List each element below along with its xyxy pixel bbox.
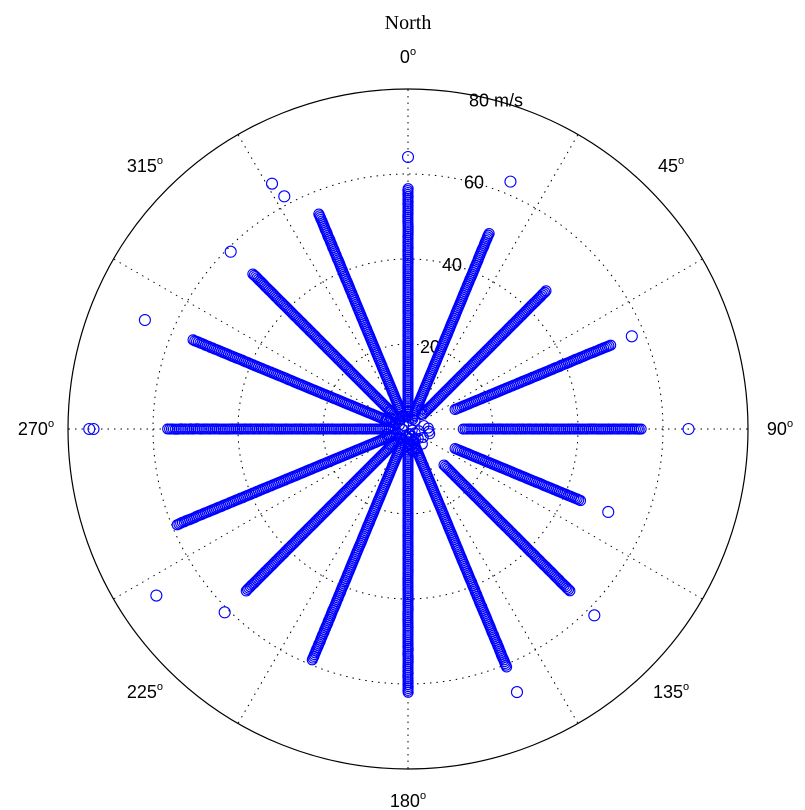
data-point [313,208,325,220]
polar-grid [67,88,749,770]
chart-title: North [385,12,432,34]
data-point [138,313,151,327]
data-point [416,403,428,415]
data-point [415,409,428,421]
data-point [241,583,254,596]
data-point [540,285,552,297]
data-point [424,428,436,440]
grid-spoke [113,428,409,600]
angle-tick-label: 225o [127,681,163,702]
data-point [83,422,96,436]
data-point [561,582,573,594]
data-point [605,339,617,351]
data-point [189,335,201,347]
angle-tick-label: 180o [390,790,426,810]
data-point [383,423,396,435]
data-point [306,654,318,666]
data-point [483,227,495,240]
data-point [588,609,601,622]
data-point [162,423,174,435]
data-point [87,422,100,436]
angle-tick-label: 45o [658,155,684,176]
data-point [402,686,414,698]
angle-tick-label: 270o [18,418,54,439]
grid-spoke [113,258,409,430]
data-point [224,245,237,258]
data-point [243,582,255,594]
data-point [574,495,587,507]
grid-spoke [237,134,409,430]
grid-spoke [407,134,579,430]
data-point [625,330,638,343]
data-point [171,519,183,531]
grid-spoke [407,428,579,724]
data-point [602,505,615,519]
data-point [381,428,393,440]
data-point [380,415,392,427]
grid-spoke [407,428,703,600]
angle-tick-label: 135o [653,681,689,702]
data-point [504,175,517,188]
data-point [401,150,415,164]
data-point [406,443,418,455]
data-point [501,661,513,673]
data-point [251,272,263,284]
radial-tick-label: 60 [464,173,484,193]
angle-tick-label: 315o [127,155,163,176]
data-point [248,269,260,281]
data-point [218,606,231,619]
data-point [510,686,524,699]
data-point [384,406,397,418]
data-point [536,289,548,301]
data-point [404,432,416,445]
data-point [394,433,406,445]
data-point [150,589,163,602]
data-point [537,288,549,300]
data-point [244,581,256,593]
data-point [187,334,199,346]
data-point [250,270,262,283]
data-point [265,177,279,190]
grid-spoke [407,258,703,430]
data-point [635,423,647,435]
data-point [396,410,408,422]
data-point [562,583,575,595]
angle-tick-label: 0o [400,46,416,67]
radial-tick-label: 40 [442,255,462,275]
data-point [240,585,252,597]
outer-circle [67,88,749,770]
data-point [564,585,576,597]
data-point [407,413,419,425]
data-point [539,286,551,298]
data-points [83,150,695,699]
data-point [682,422,695,436]
grid-spoke [237,428,409,724]
angle-tick-label: 90o [767,418,793,439]
data-point [278,190,291,203]
data-point [402,183,414,195]
data-point [482,229,494,241]
radial-tick-label: 80 m/s [469,91,523,111]
data-point [247,268,259,280]
angle-tick-labels: 0o 45o 90o 135o 180o 225o 270o 315o [18,46,793,810]
data-point [560,581,572,593]
